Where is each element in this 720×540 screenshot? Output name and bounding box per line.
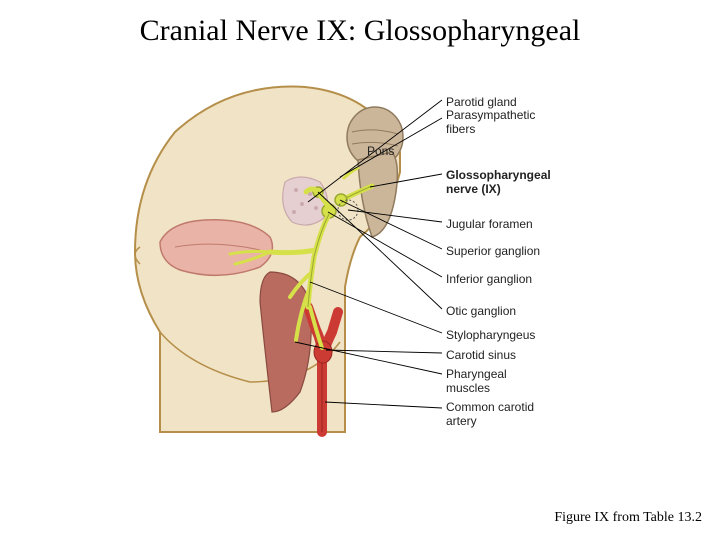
label-pharyn2: muscles — [446, 381, 490, 395]
label-cca1: Common carotid — [446, 400, 534, 414]
label-pons: Pons — [367, 144, 394, 158]
label-gp1: Glossopharyngeal — [446, 168, 551, 182]
parotid-gland — [283, 177, 328, 225]
label-carotidsin: Carotid sinus — [446, 348, 516, 362]
label-parotid: Parotid gland — [446, 95, 517, 109]
label-parasymp2: fibers — [446, 122, 475, 136]
tongue — [160, 220, 272, 276]
label-jugular: Jugular foramen — [446, 217, 533, 231]
label-supgang: Superior ganglion — [446, 244, 540, 258]
label-otic: Otic ganglion — [446, 304, 516, 318]
figure-caption: Figure IX from Table 13.2 — [554, 510, 702, 526]
label-infgang: Inferior ganglion — [446, 272, 532, 286]
anatomy-diagram — [100, 82, 620, 482]
figure-area: Parotid glandParasympatheticfibers Pons Gl… — [100, 82, 620, 482]
label-stylo: Stylopharyngeus — [446, 328, 535, 342]
page-title: Cranial Nerve IX: Glossopharyngeal — [0, 14, 720, 48]
label-parasymp1: Parasympathetic — [446, 108, 535, 122]
label-gp2: nerve (IX) — [446, 182, 501, 196]
label-pharyn1: Pharyngeal — [446, 367, 507, 381]
label-cca2: artery — [446, 414, 477, 428]
